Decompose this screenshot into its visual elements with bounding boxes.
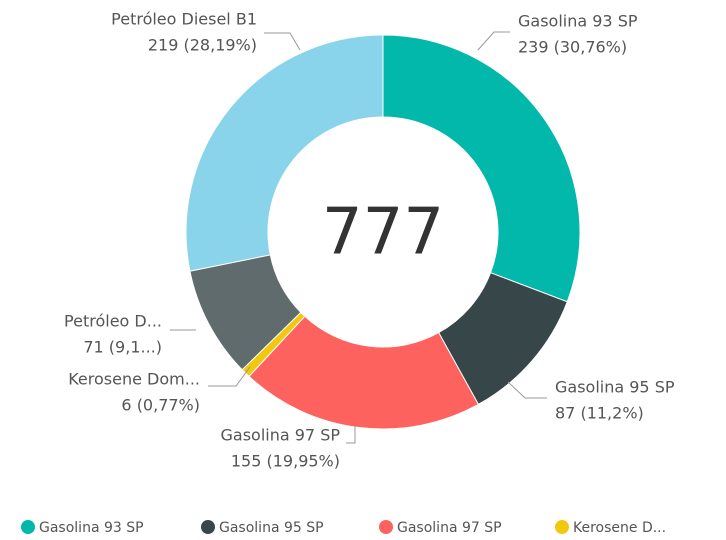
leader-line — [264, 32, 301, 51]
donut-slice — [382, 34, 581, 303]
leader-line — [507, 381, 547, 399]
legend-label: Gasolina 97 SP — [397, 520, 502, 536]
leader-line — [346, 426, 356, 444]
data-label-name: Gasolina 97 SP — [221, 426, 341, 445]
data-label-name: Petróleo D... — [64, 312, 162, 331]
data-label-value: 71 (9,1...) — [83, 338, 162, 357]
legend-label: Gasolina 93 SP — [39, 520, 144, 536]
leader-line — [477, 31, 510, 51]
legend-label: Gasolina 95 SP — [219, 520, 324, 536]
data-label-name: Gasolina 95 SP — [555, 378, 675, 397]
donut-slice — [185, 34, 384, 272]
data-label-value: 219 (28,19%) — [148, 36, 257, 55]
legend-swatch — [555, 520, 569, 534]
donut-slice — [248, 315, 480, 430]
data-label-name: Petróleo Diesel B1 — [111, 10, 257, 29]
data-label-value: 155 (19,95%) — [231, 452, 340, 471]
data-label-name: Gasolina 93 SP — [518, 12, 638, 31]
legend-label: Kerosene D... — [573, 520, 666, 536]
center-total: 777 — [322, 196, 444, 270]
data-label-value: 87 (11,2%) — [555, 404, 644, 423]
data-label-name: Kerosene Dom... — [68, 370, 200, 389]
data-label-value: 6 (0,77%) — [121, 396, 200, 415]
legend-swatch — [21, 520, 35, 534]
legend-swatch — [379, 520, 393, 534]
leader-line — [208, 366, 251, 387]
legend-swatch — [201, 520, 215, 534]
data-label-value: 239 (30,76%) — [518, 38, 627, 57]
